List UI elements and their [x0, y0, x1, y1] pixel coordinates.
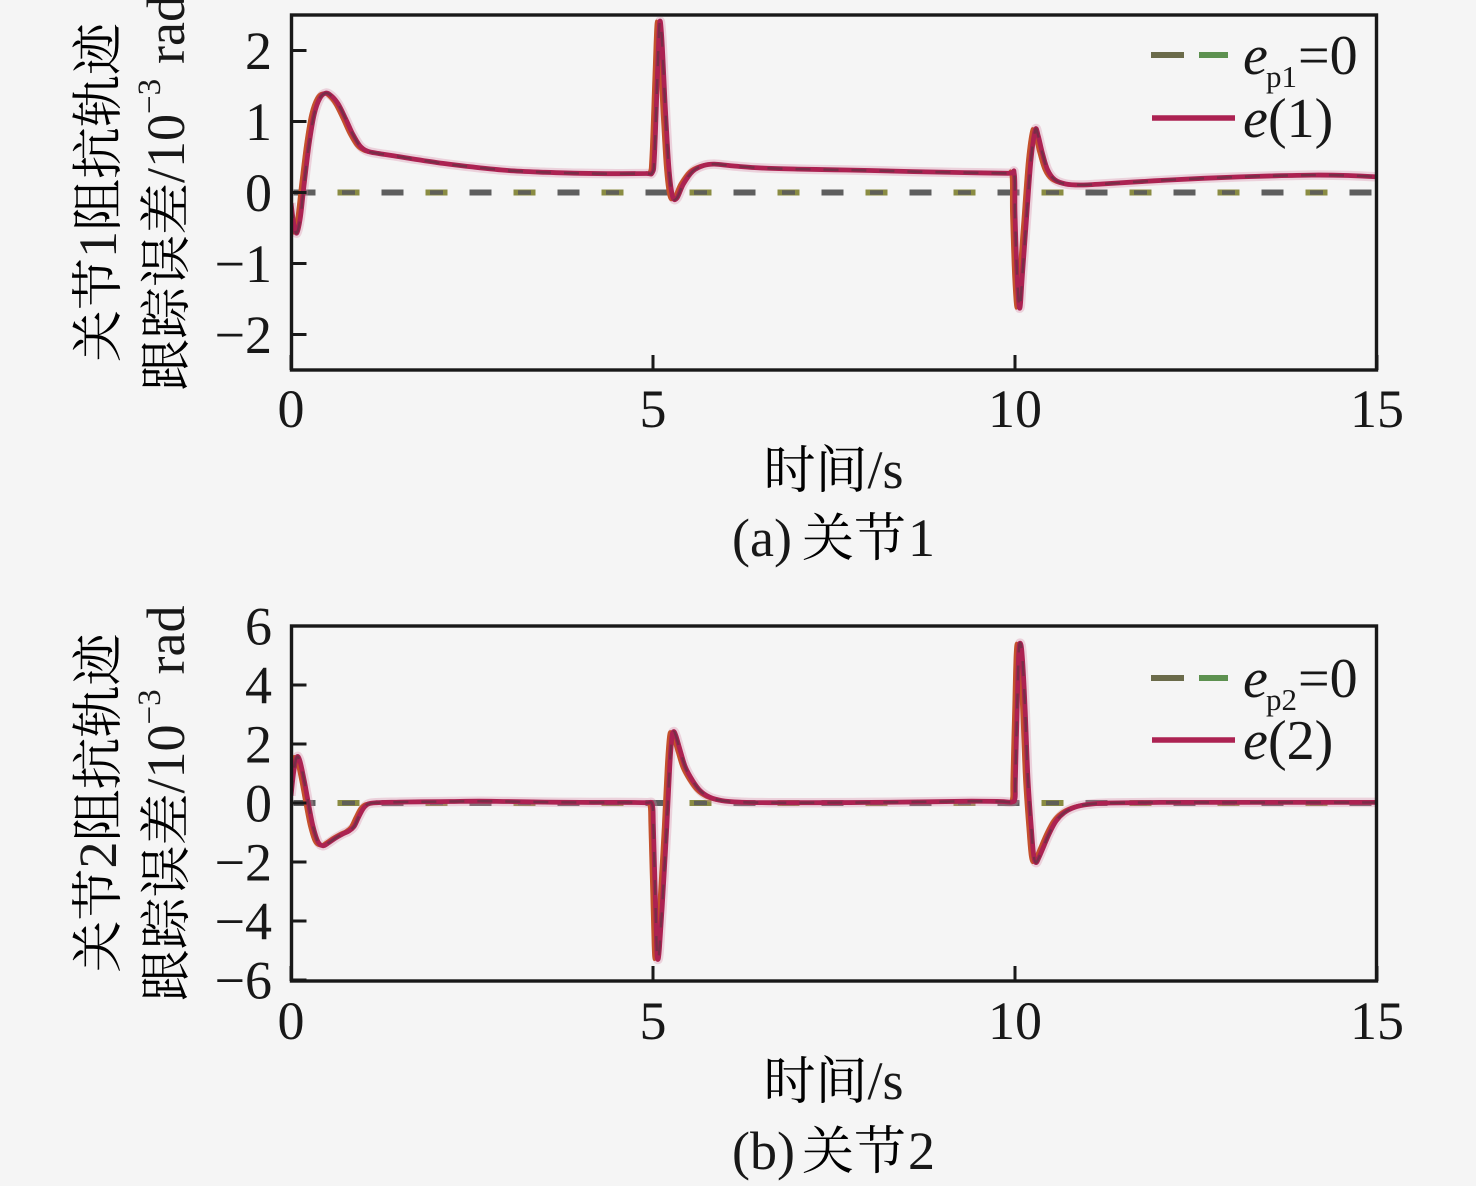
svg-text:rad: rad	[136, 606, 196, 675]
svg-text:(a): (a)	[732, 508, 792, 568]
svg-text:10: 10	[988, 991, 1042, 1051]
svg-text:e: e	[1243, 25, 1268, 87]
svg-text:6: 6	[245, 597, 272, 657]
svg-text:0: 0	[278, 991, 305, 1051]
svg-text:15: 15	[1350, 379, 1404, 439]
svg-text:10: 10	[988, 379, 1042, 439]
svg-text:−3: −3	[132, 689, 168, 724]
svg-text:1: 1	[68, 231, 128, 258]
svg-text:2: 2	[908, 1121, 935, 1181]
svg-text:1: 1	[908, 508, 935, 568]
svg-text:2: 2	[68, 842, 128, 869]
svg-text:(2): (2)	[1268, 710, 1333, 772]
svg-text:=0: =0	[1298, 648, 1358, 710]
svg-text:2: 2	[245, 21, 272, 81]
svg-text:=0: =0	[1298, 25, 1358, 87]
svg-text:e: e	[1243, 648, 1268, 710]
svg-text:p1: p1	[1266, 59, 1297, 94]
svg-text:5: 5	[640, 991, 667, 1051]
svg-text:−2: −2	[215, 305, 272, 365]
svg-text:5: 5	[640, 379, 667, 439]
svg-text:rad: rad	[136, 0, 196, 64]
svg-text:/10: /10	[136, 724, 196, 793]
svg-text:1: 1	[245, 92, 272, 152]
svg-text:−6: −6	[215, 951, 272, 1011]
svg-text:15: 15	[1350, 991, 1404, 1051]
svg-text:−2: −2	[215, 833, 272, 893]
svg-text:e: e	[1243, 88, 1268, 150]
svg-text:e: e	[1243, 710, 1268, 772]
svg-text:(b): (b)	[732, 1121, 795, 1181]
svg-text:/s: /s	[868, 1051, 904, 1111]
svg-text:−1: −1	[215, 234, 272, 294]
svg-text:−4: −4	[215, 892, 272, 952]
svg-text:(1): (1)	[1268, 88, 1333, 150]
svg-text:4: 4	[245, 656, 272, 716]
svg-text:0: 0	[245, 163, 272, 223]
svg-text:0: 0	[278, 379, 305, 439]
svg-text:/s: /s	[868, 440, 904, 500]
svg-text:0: 0	[245, 774, 272, 834]
svg-text:2: 2	[245, 715, 272, 775]
svg-text:−3: −3	[132, 79, 168, 114]
svg-text:/10: /10	[136, 114, 196, 183]
svg-text:p2: p2	[1266, 682, 1297, 717]
